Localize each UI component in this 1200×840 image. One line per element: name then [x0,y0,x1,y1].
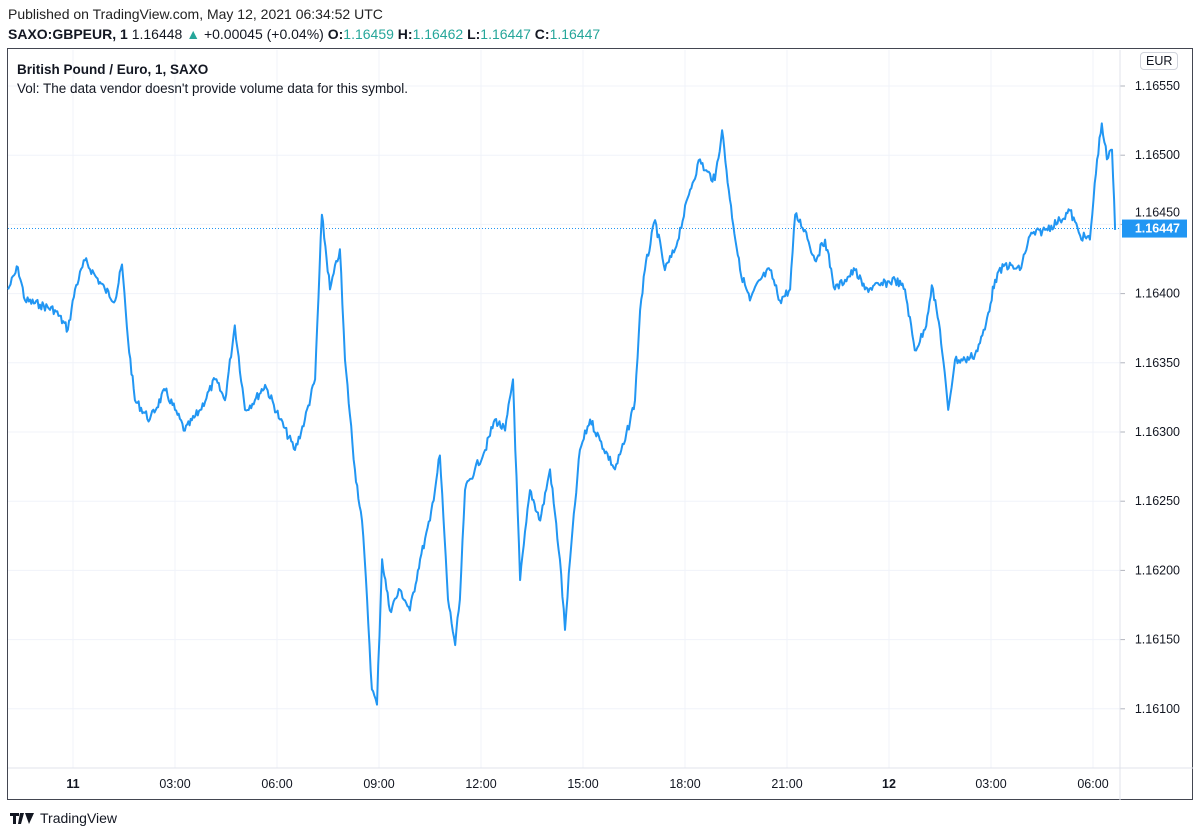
x-tick-label: 06:00 [1077,777,1108,791]
currency-button[interactable]: EUR [1140,52,1179,70]
legend-title: British Pound / Euro, 1, SAXO [17,62,209,77]
symbol-name: SAXO:GBPEUR, 1 [8,26,128,42]
volume-note: Vol: The data vendor doesn't provide vol… [17,81,409,96]
y-tick-label: 1.16500 [1135,148,1180,162]
x-tick-label: 11 [66,777,79,791]
price-change: +0.00045 (+0.04%) [203,26,324,42]
x-tick-label: 12 [882,777,896,791]
x-tick-label: 15:00 [567,777,598,791]
chart-frame [7,48,1193,800]
x-tick-label: 18:00 [669,777,700,791]
y-tick-label: 1.16200 [1135,563,1180,577]
y-tick-label: 1.16450 [1135,206,1180,220]
y-tick-label: 1.16150 [1135,633,1180,647]
brand-name: TradingView [40,810,118,826]
y-tick-label: 1.16100 [1135,702,1180,716]
y-tick-label: 1.16400 [1135,287,1180,301]
last-price-label: 1.16447 [1135,222,1180,236]
y-tick-label: 1.16250 [1135,494,1180,508]
high-value: 1.16462 [412,26,464,42]
low-label: L: [467,26,481,42]
high-label: H: [397,26,413,42]
up-arrow-icon: ▲ [186,26,201,42]
footer-brand: TradingView [8,810,117,826]
x-tick-label: 03:00 [159,777,190,791]
last-price: 1.16448 [131,26,183,42]
symbol-info-bar: SAXO:GBPEUR, 1 1.16448 ▲ +0.00045 (+0.04… [8,26,600,42]
close-value: 1.16447 [549,26,601,42]
x-tick-label: 21:00 [771,777,802,791]
x-tick-label: 06:00 [261,777,292,791]
close-label: C: [534,26,550,42]
price-line [7,122,1117,706]
open-label: O: [327,26,344,42]
low-value: 1.16447 [480,26,531,42]
tradingview-logo-icon [10,813,34,824]
x-tick-label: 12:00 [465,777,496,791]
chart-legend: British Pound / Euro, 1, SAXO Vol: The d… [17,60,408,98]
open-value: 1.16459 [343,26,394,42]
y-tick-label: 1.16550 [1135,79,1180,93]
x-tick-label: 09:00 [363,777,394,791]
published-caption: Published on TradingView.com, May 12, 20… [8,6,383,22]
last-price-badge [1122,219,1187,238]
y-tick-label: 1.16350 [1135,356,1180,370]
x-tick-label: 03:00 [975,777,1006,791]
y-tick-label: 1.16300 [1135,425,1180,439]
